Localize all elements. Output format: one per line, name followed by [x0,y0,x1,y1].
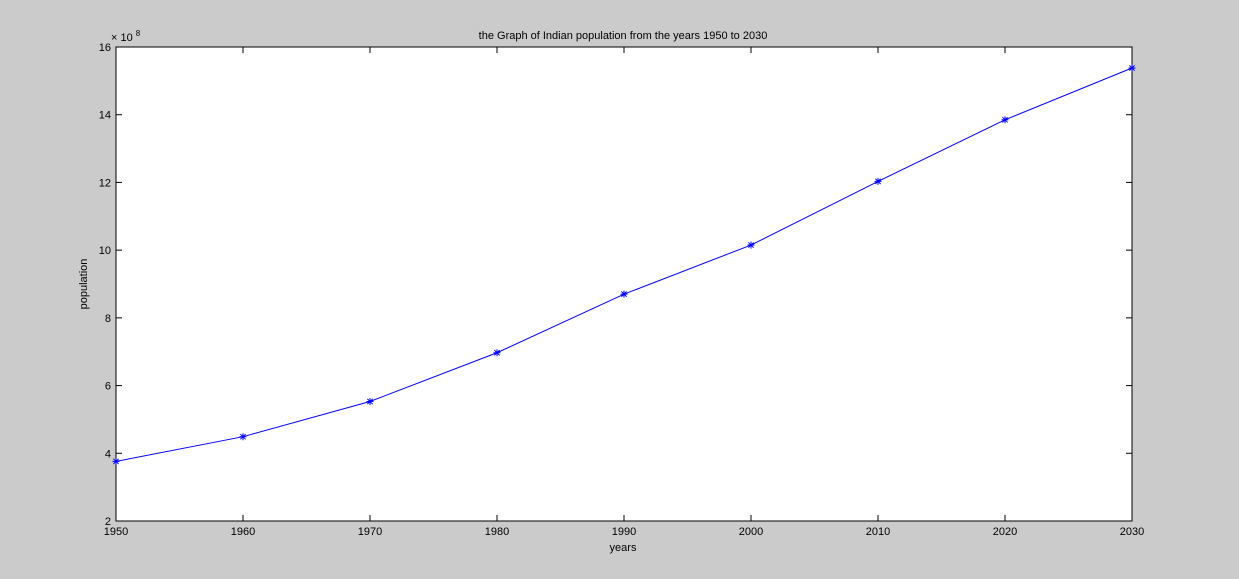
y-tick-label: 6 [105,381,111,393]
x-tick-label: 1960 [231,526,255,538]
data-point-marker [493,349,501,357]
x-tick-label: 1970 [358,526,382,538]
x-tick-label: 2000 [739,526,763,538]
plot-area [115,46,1133,522]
y-tick-label: 2 [105,516,111,528]
data-point-marker [1128,64,1136,72]
x-axis-label: years [610,542,637,554]
data-point-marker [366,397,374,405]
x-ticks: 1950 1960 1970 1980 1990 2000 2010 2020 2030 [104,47,1144,538]
data-point-marker [1001,116,1009,124]
x-tick-label: 1950 [104,526,128,538]
x-tick-label: 2020 [993,526,1017,538]
data-point-marker [747,241,755,249]
series-layer [112,64,1136,465]
data-point-marker [112,457,120,465]
data-point-marker [874,177,882,185]
y-exponent-power: 8 [136,29,141,38]
y-tick-label: 16 [99,42,111,54]
x-tick-label: 2010 [866,526,890,538]
y-tick-label: 10 [99,245,111,257]
y-tick-label: 12 [99,177,111,189]
chart-title: the Graph of Indian population from the … [479,30,768,42]
y-exponent-label: × 10 8 [111,29,141,44]
y-ticks: 2 4 6 8 10 12 14 16 [99,42,1132,528]
data-point-marker [239,433,247,441]
y-tick-label: 14 [99,110,111,122]
data-point-marker [620,290,628,298]
x-tick-label: 1980 [485,526,509,538]
x-tick-label: 2030 [1120,526,1144,538]
y-exponent-base: × 10 [111,32,133,44]
y-tick-label: 8 [105,313,111,325]
y-tick-label: 4 [105,448,111,460]
x-tick-label: 1990 [612,526,636,538]
y-axis-label: population [78,259,90,310]
